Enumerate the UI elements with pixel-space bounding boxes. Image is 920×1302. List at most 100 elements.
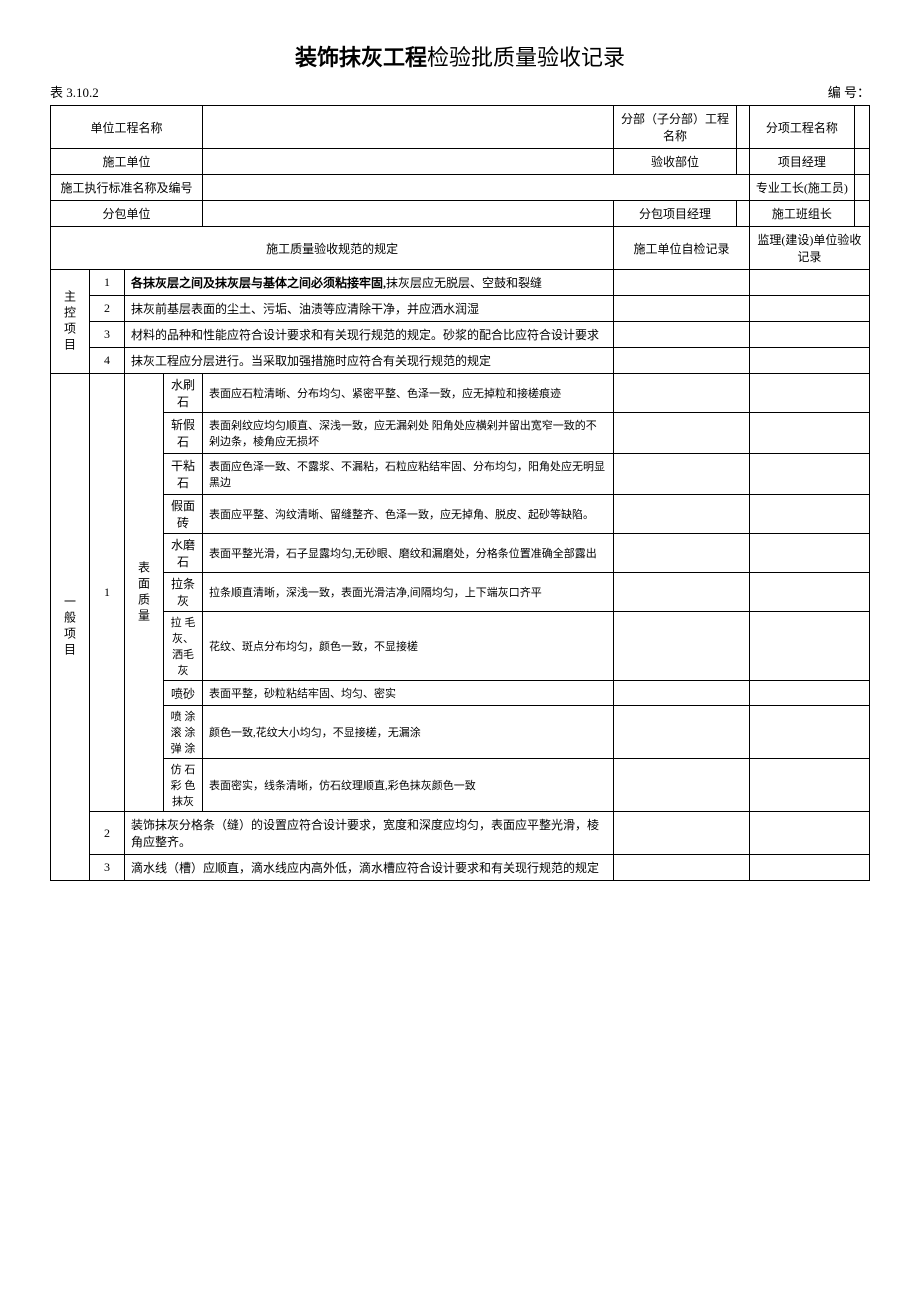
empty-cell	[614, 413, 749, 454]
empty-cell	[749, 495, 869, 534]
empty-cell	[614, 296, 749, 322]
unit-project-label: 单位工程名称	[51, 106, 203, 149]
empty-cell	[749, 270, 869, 296]
empty-cell	[614, 812, 749, 855]
surface-type: 喷砂	[164, 681, 203, 706]
empty-cell	[203, 149, 614, 175]
empty-cell	[749, 454, 869, 495]
item-text: 滴水线（槽）应顺直，滴水线应内高外低，滴水槽应符合设计要求和有关现行规范的规定	[125, 855, 614, 881]
table-row: 施工执行标准名称及编号 专业工长(施工员)	[51, 175, 870, 201]
table-row: 2 抹灰前基层表面的尘土、污垢、油渍等应清除干净，并应洒水润湿	[51, 296, 870, 322]
surface-type: 拉 毛灰、洒毛灰	[164, 612, 203, 681]
empty-cell	[736, 106, 749, 149]
spec-title: 施工质量验收规范的规定	[51, 227, 614, 270]
empty-cell	[614, 681, 749, 706]
table-row: 水磨石 表面平整光滑，石子显露均匀,无砂眼、磨纹和漏磨处，分格条位置准确全部露出	[51, 534, 870, 573]
item-no: 2	[90, 296, 125, 322]
surface-type: 斩假石	[164, 413, 203, 454]
table-row: 仿 石彩 色抹灰 表面密实，线条清晰，仿石纹理顺直,彩色抹灰颜色一致	[51, 759, 870, 812]
title-prefix: 装饰抹灰工程	[295, 45, 427, 70]
table-row: 施工质量验收规范的规定 施工单位自检记录 监理(建设)单位验收记录	[51, 227, 870, 270]
surface-desc: 表面应平整、沟纹清晰、留缝整齐、色泽一致，应无掉角、脱皮、起砂等缺陷。	[203, 495, 614, 534]
table-row: 4 抹灰工程应分层进行。当采取加强措施时应符合有关现行规范的规定	[51, 348, 870, 374]
table-row: 3 滴水线（槽）应顺直，滴水线应内高外低，滴水槽应符合设计要求和有关现行规范的规…	[51, 855, 870, 881]
empty-cell	[614, 706, 749, 759]
empty-cell	[614, 374, 749, 413]
table-number: 表 3.10.2	[50, 82, 99, 101]
serial-number: 编 号：	[828, 82, 870, 101]
empty-cell	[736, 201, 749, 227]
item-no: 1	[90, 270, 125, 296]
empty-cell	[614, 270, 749, 296]
item-bold-text: 各抹灰层之间及抹灰层与基体之间必须粘接牢固,	[131, 276, 386, 290]
item-project-label: 分项工程名称	[749, 106, 854, 149]
supervision-check-title: 监理(建设)单位验收记录	[749, 227, 869, 270]
header-row: 表 3.10.2 编 号：	[50, 82, 870, 101]
surface-desc: 拉条顺直清晰，深浅一致，表面光滑洁净,间隔均匀，上下端灰口齐平	[203, 573, 614, 612]
item-no: 2	[90, 812, 125, 855]
surface-type: 水磨石	[164, 534, 203, 573]
surface-desc: 花纹、斑点分布均匀，颜色一致，不显接槎	[203, 612, 614, 681]
title-suffix: 检验批质量验收记录	[427, 45, 625, 70]
table-row: 斩假石 表面剁纹应均匀顺直、深浅一致，应无漏剁处 阳角处应横剁并留出宽窄一致的不…	[51, 413, 870, 454]
surface-type: 假面砖	[164, 495, 203, 534]
item-no: 4	[90, 348, 125, 374]
construction-unit-label: 施工单位	[51, 149, 203, 175]
table-row: 一般项目 1 表面质量 水刷石 表面应石粒清晰、分布均匀、紧密平整、色泽一致，应…	[51, 374, 870, 413]
item-text: 装饰抹灰分格条（缝）的设置应符合设计要求，宽度和深度应均匀，表面应平整光滑，棱角…	[125, 812, 614, 855]
empty-cell	[749, 374, 869, 413]
empty-cell	[749, 855, 869, 881]
empty-cell	[854, 106, 869, 149]
table-row: 假面砖 表面应平整、沟纹清晰、留缝整齐、色泽一致，应无掉角、脱皮、起砂等缺陷。	[51, 495, 870, 534]
acceptance-part-label: 验收部位	[614, 149, 736, 175]
surface-type: 仿 石彩 色抹灰	[164, 759, 203, 812]
empty-cell	[749, 348, 869, 374]
item-text: 各抹灰层之间及抹灰层与基体之间必须粘接牢固,抹灰层应无脱层、空鼓和裂缝	[125, 270, 614, 296]
item-text: 抹灰前基层表面的尘土、污垢、油渍等应清除干净，并应洒水润湿	[125, 296, 614, 322]
empty-cell	[854, 175, 869, 201]
empty-cell	[749, 612, 869, 681]
empty-cell	[614, 348, 749, 374]
exec-standard-label: 施工执行标准名称及编号	[51, 175, 203, 201]
empty-cell	[749, 706, 869, 759]
sub-project-label: 分部（子分部）工程名称	[614, 106, 736, 149]
project-manager-label: 项目经理	[749, 149, 854, 175]
empty-cell	[203, 175, 750, 201]
item-no: 1	[90, 374, 125, 812]
empty-cell	[614, 322, 749, 348]
general-label: 一般项目	[51, 374, 90, 881]
empty-cell	[749, 296, 869, 322]
item-no: 3	[90, 322, 125, 348]
surface-type: 干粘石	[164, 454, 203, 495]
surface-type: 水刷石	[164, 374, 203, 413]
empty-cell	[203, 201, 614, 227]
surface-desc: 颜色一致,花纹大小均匀，不显接槎，无漏涂	[203, 706, 614, 759]
inspection-table: 单位工程名称 分部（子分部）工程名称 分项工程名称 施工单位 验收部位 项目经理…	[50, 105, 870, 881]
surface-desc: 表面应石粒清晰、分布均匀、紧密平整、色泽一致，应无掉粒和接槎痕迹	[203, 374, 614, 413]
empty-cell	[854, 201, 869, 227]
item-rest-text: 抹灰层应无脱层、空鼓和裂缝	[386, 276, 542, 290]
empty-cell	[749, 681, 869, 706]
sub-pm-label: 分包项目经理	[614, 201, 736, 227]
document-title: 装饰抹灰工程检验批质量验收记录	[50, 40, 870, 72]
main-control-label: 主控项目	[51, 270, 90, 374]
surface-type: 拉条灰	[164, 573, 203, 612]
self-check-title: 施工单位自检记录	[614, 227, 749, 270]
empty-cell	[614, 534, 749, 573]
table-row: 干粘石 表面应色泽一致、不露浆、不漏粘，石粒应粘结牢固、分布均匀，阳角处应无明显…	[51, 454, 870, 495]
surface-desc: 表面剁纹应均匀顺直、深浅一致，应无漏剁处 阳角处应横剁并留出宽窄一致的不剁边条，…	[203, 413, 614, 454]
empty-cell	[749, 534, 869, 573]
empty-cell	[614, 612, 749, 681]
table-row: 单位工程名称 分部（子分部）工程名称 分项工程名称	[51, 106, 870, 149]
subcontractor-label: 分包单位	[51, 201, 203, 227]
prof-foreman-label: 专业工长(施工员)	[749, 175, 854, 201]
document-container: 装饰抹灰工程检验批质量验收记录 表 3.10.2 编 号： 单位工程名称 分部（…	[50, 40, 870, 881]
surface-desc: 表面平整，砂粒粘结牢固、均匀、密实	[203, 681, 614, 706]
table-row: 喷砂 表面平整，砂粒粘结牢固、均匀、密实	[51, 681, 870, 706]
empty-cell	[614, 454, 749, 495]
table-row: 分包单位 分包项目经理 施工班组长	[51, 201, 870, 227]
empty-cell	[749, 413, 869, 454]
surface-type: 喷 涂滚 涂弹 涂	[164, 706, 203, 759]
table-row: 喷 涂滚 涂弹 涂 颜色一致,花纹大小均匀，不显接槎，无漏涂	[51, 706, 870, 759]
item-no: 3	[90, 855, 125, 881]
